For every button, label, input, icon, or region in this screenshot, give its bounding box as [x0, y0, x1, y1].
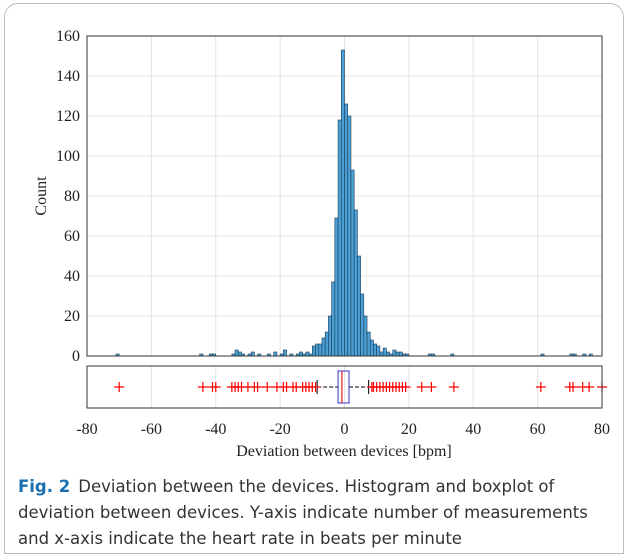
x-tick-label: 40	[465, 421, 481, 438]
histogram-bar	[344, 103, 349, 357]
histogram-bar	[347, 115, 352, 357]
histogram-bar	[340, 49, 345, 357]
histogram-bar	[318, 343, 323, 357]
histogram-bar	[324, 331, 329, 357]
x-tick-label: 80	[594, 421, 610, 438]
y-axis-label: Count	[33, 176, 50, 216]
histogram-bar	[321, 337, 326, 357]
x-tick-label: 20	[401, 421, 417, 438]
y-tick-label: 20	[64, 308, 80, 325]
y-tick-label: 160	[56, 28, 80, 45]
outlier	[568, 382, 579, 392]
box-panel-border	[86, 365, 603, 409]
caption-text: Deviation between the devices. Histogram…	[18, 477, 588, 548]
histogram-bar	[334, 217, 339, 357]
histogram-bar	[337, 119, 342, 357]
y-tick-label: 0	[72, 348, 80, 365]
histogram-bar	[366, 331, 371, 357]
x-tick-label: 60	[530, 421, 546, 438]
outlier	[400, 382, 411, 392]
histogram-bar	[315, 343, 320, 357]
histogram-bar	[350, 169, 355, 357]
x-tick-label: -60	[141, 421, 162, 438]
histogram-bar	[312, 345, 316, 357]
y-tick-label: 120	[56, 108, 80, 125]
outlier	[197, 382, 208, 392]
histogram-bar	[386, 351, 390, 357]
y-tick-label: 40	[64, 268, 80, 285]
outlier	[448, 382, 459, 392]
y-tick-label: 100	[56, 148, 80, 165]
x-tick-label: 0	[341, 421, 349, 438]
histogram-bar	[328, 315, 332, 357]
y-tick-label: 140	[56, 68, 80, 85]
x-tick-label: -80	[76, 421, 97, 438]
histogram-bar	[360, 293, 365, 357]
outlier	[252, 382, 263, 392]
histogram-bar	[250, 351, 255, 357]
box	[337, 370, 350, 404]
outlier	[262, 382, 273, 392]
x-axis-label: Deviation between devices [bpm]	[236, 443, 451, 460]
outlier	[310, 382, 321, 392]
caption: Fig. 2 Deviation between the devices. His…	[18, 474, 618, 552]
outlier	[535, 382, 546, 392]
outlier	[114, 382, 125, 392]
histogram-bar	[376, 345, 381, 357]
histogram-bar	[237, 351, 242, 357]
histogram-bar	[398, 351, 403, 357]
histogram-bar	[353, 209, 358, 357]
histogram-bar	[379, 351, 384, 357]
histogram-bar	[331, 281, 336, 357]
outlier	[426, 382, 437, 392]
histogram-bar	[299, 351, 303, 357]
y-tick-label: 60	[64, 228, 80, 245]
histogram-bar	[273, 351, 278, 357]
histogram-bar	[395, 351, 400, 357]
x-tick-label: -40	[205, 421, 226, 438]
plot-border	[86, 35, 603, 357]
x-tick-label: -20	[269, 421, 290, 438]
histogram-bar	[363, 315, 368, 357]
histogram-bar	[305, 351, 310, 357]
histogram-bar	[234, 349, 239, 357]
histogram-bar	[369, 339, 374, 357]
chart: Count Deviation between devices [bpm] 0 2…	[33, 28, 610, 460]
outlier	[416, 382, 427, 392]
histogram-bar	[357, 255, 361, 357]
outlier	[210, 382, 221, 392]
figure-frame	[4, 3, 624, 554]
caption-label: Fig. 2	[18, 477, 71, 496]
histogram-bar	[373, 343, 377, 357]
histogram-bar	[382, 347, 387, 357]
histogram-bar	[392, 349, 397, 357]
outlier	[584, 382, 595, 392]
histogram-bar	[283, 349, 287, 357]
y-tick-label: 80	[64, 188, 80, 205]
